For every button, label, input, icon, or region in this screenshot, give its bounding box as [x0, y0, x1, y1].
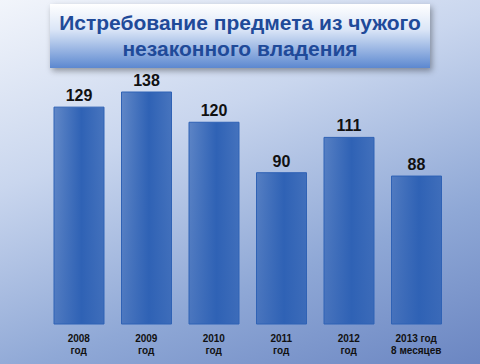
svg-text:88: 88: [408, 156, 426, 173]
svg-text:2009год: 2009год: [135, 333, 158, 356]
svg-text:2010год: 2010год: [203, 333, 226, 356]
svg-text:2008год: 2008год: [68, 333, 91, 356]
svg-text:129: 129: [66, 87, 93, 104]
html-text:Истребование предмета из чужог: Истребование предмета из чужого: [59, 11, 421, 34]
html-text:незаконного владения: незаконного владения: [122, 37, 358, 60]
svg-text:138: 138: [133, 72, 160, 89]
svg-text:2012год: 2012год: [338, 333, 361, 356]
svg-text:111: 111: [337, 117, 362, 134]
svg-text:120: 120: [201, 102, 228, 119]
svg-text:2013 год8 месяцев: 2013 год8 месяцев: [391, 333, 441, 356]
svg-text:90: 90: [273, 153, 291, 170]
svg-text:2011год: 2011год: [270, 333, 292, 356]
